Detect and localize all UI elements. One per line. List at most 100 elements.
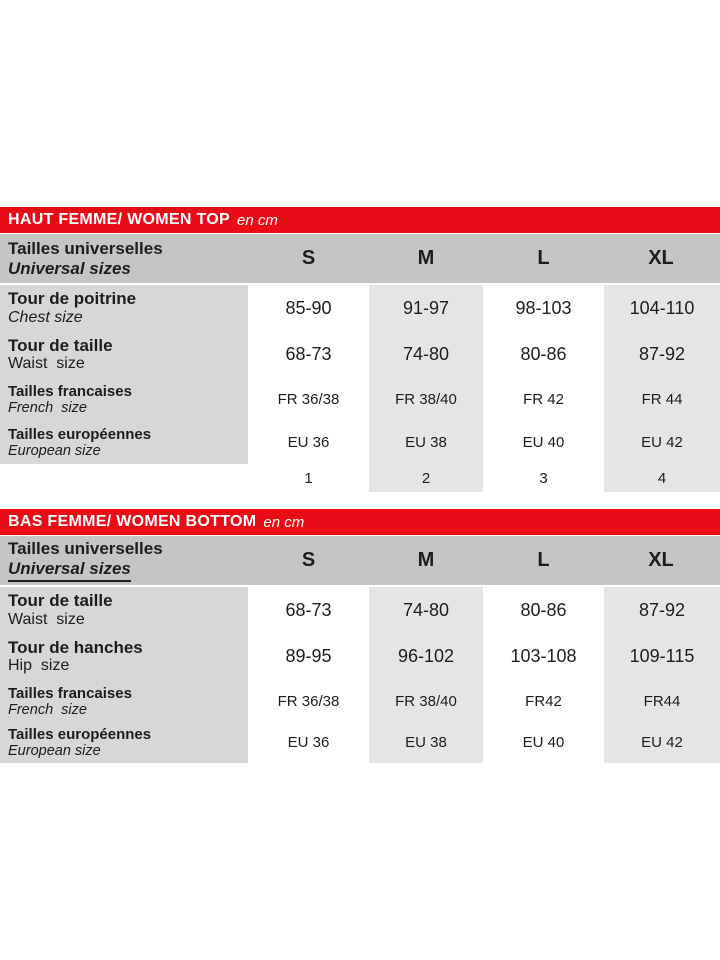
waist-size-row: Tour de taille Waist size 68-73 74-80 80…	[0, 331, 720, 378]
numeric-size-row: 1 2 3 4	[0, 464, 720, 492]
value-cell: FR42	[483, 680, 602, 723]
value-cell: 91-97	[365, 284, 485, 331]
size-chart-page: HAUT FEMME/ WOMEN TOP en cm Tailles univ…	[0, 207, 720, 763]
women-bottom-header-row: Tailles universelles Universal sizes S M…	[0, 536, 720, 587]
waist-size-row: Tour de taille Waist size 68-73 74-80 80…	[0, 586, 720, 633]
value-cell: 109-115	[600, 633, 720, 680]
women-bottom-unit-label: en cm	[263, 513, 305, 531]
value-cell: 1	[248, 464, 367, 492]
label-en: French size	[8, 701, 87, 718]
value-cell: EU 38	[365, 723, 485, 763]
label-en: Universal sizes	[8, 559, 131, 582]
value-cell: FR 38/40	[365, 378, 485, 421]
value-cell: EU 42	[600, 723, 720, 763]
value-cell: 74-80	[365, 586, 485, 633]
value-cell: 2	[365, 464, 485, 492]
european-size-row: Tailles européennes European size EU 36 …	[0, 723, 720, 763]
value-cell: EU 36	[248, 421, 367, 464]
row-label: Tailles européennes European size	[0, 723, 248, 763]
french-size-row: Tailles francaises French size FR 36/38 …	[0, 378, 720, 421]
column-header-l: L	[485, 536, 602, 587]
column-header-l: L	[485, 234, 602, 285]
value-cell: EU 38	[365, 421, 485, 464]
row-label: Tailles francaises French size	[0, 380, 248, 420]
value-cell: 96-102	[365, 633, 485, 680]
column-header-xl: XL	[602, 234, 720, 285]
value-cell: 98-103	[483, 284, 602, 331]
value-cell: 89-95	[248, 633, 367, 680]
value-cell: 104-110	[600, 284, 720, 331]
value-cell: FR 44	[600, 378, 720, 421]
label-en: Waist size	[8, 610, 85, 628]
european-size-row: Tailles européennes European size EU 36 …	[0, 421, 720, 464]
row-label-cell: Tour de taille Waist size	[0, 586, 250, 633]
value-cell: FR 38/40	[365, 680, 485, 723]
label-fr: Tailles francaises	[8, 382, 132, 400]
row-label-cell: Tour de taille Waist size	[0, 331, 250, 378]
women-bottom-size-table: Tailles universelles Universal sizes S M…	[0, 536, 720, 763]
universal-sizes-header: Tailles universelles Universal sizes	[0, 536, 250, 584]
label-fr: Tailles européennes	[8, 726, 152, 743]
women-bottom-title: BAS FEMME/ WOMEN BOTTOM	[8, 513, 257, 530]
women-top-size-table: Tailles universelles Universal sizes S M…	[0, 234, 720, 492]
label-en: Waist size	[8, 355, 85, 373]
value-cell: 87-92	[600, 586, 720, 633]
row-label-cell-empty	[0, 464, 250, 492]
value-cell: EU 40	[483, 421, 602, 464]
value-cell: FR44	[600, 680, 720, 723]
column-header-xl: XL	[602, 536, 720, 587]
label-en: Hip size	[8, 657, 70, 675]
value-cell: 80-86	[483, 331, 602, 378]
label-fr: Tour de poitrine	[8, 289, 137, 309]
chest-size-row: Tour de poitrine Chest size 85-90 91-97 …	[0, 284, 720, 331]
row-label-cell: Tour de poitrine Chest size	[0, 284, 250, 331]
column-header-m: M	[367, 234, 485, 285]
row-label-cell: Tour de hanches Hip size	[0, 633, 250, 680]
value-cell: 87-92	[600, 331, 720, 378]
value-cell: FR 36/38	[248, 378, 367, 421]
value-cell: 4	[600, 464, 720, 492]
french-size-row: Tailles francaises French size FR 36/38 …	[0, 680, 720, 723]
row-label: Tour de taille Waist size	[0, 588, 248, 632]
column-header-s: S	[250, 536, 367, 587]
row-label-cell: Tailles francaises French size	[0, 680, 250, 723]
women-top-section: HAUT FEMME/ WOMEN TOP en cm Tailles univ…	[0, 207, 720, 492]
value-cell: 85-90	[248, 284, 367, 331]
label-en: European size	[8, 743, 101, 760]
column-header-m: M	[367, 536, 485, 587]
label-fr: Tailles francaises	[8, 684, 132, 702]
women-top-title: HAUT FEMME/ WOMEN TOP	[8, 211, 230, 228]
women-bottom-section: BAS FEMME/ WOMEN BOTTOM en cm Tailles un…	[0, 509, 720, 763]
value-cell: EU 40	[483, 723, 602, 763]
label-fr: Tailles européennes	[8, 425, 152, 443]
row-label-cell: Tailles européennes European size	[0, 723, 250, 763]
women-bottom-title-bar: BAS FEMME/ WOMEN BOTTOM en cm	[0, 509, 720, 535]
row-label: Tailles francaises French size	[0, 682, 248, 722]
label-fr: Tour de taille	[8, 591, 113, 611]
value-cell: FR 42	[483, 378, 602, 421]
label-en: Chest size	[8, 308, 83, 326]
value-cell: 74-80	[365, 331, 485, 378]
label-en: European size	[8, 442, 101, 459]
universal-sizes-header-cell: Tailles universelles Universal sizes	[0, 234, 250, 285]
row-label-cell: Tailles francaises French size	[0, 378, 250, 421]
value-cell: 103-108	[483, 633, 602, 680]
value-cell: EU 42	[600, 421, 720, 464]
label-en: French size	[8, 399, 87, 416]
women-top-unit-label: en cm	[237, 211, 278, 229]
universal-sizes-header-cell: Tailles universelles Universal sizes	[0, 536, 250, 587]
universal-sizes-header: Tailles universelles Universal sizes	[0, 236, 250, 281]
label-fr: Tailles universelles	[8, 238, 163, 258]
value-cell: 68-73	[248, 586, 367, 633]
label-fr: Tour de taille	[8, 335, 113, 355]
value-cell: 68-73	[248, 331, 367, 378]
row-label-cell: Tailles européennes European size	[0, 421, 250, 464]
label-fr: Tour de hanches	[8, 637, 143, 657]
column-header-s: S	[250, 234, 367, 285]
label-fr: Tailles universelles	[8, 539, 163, 559]
row-label: Tour de poitrine Chest size	[0, 286, 248, 330]
women-top-title-bar: HAUT FEMME/ WOMEN TOP en cm	[0, 207, 720, 233]
value-cell: FR 36/38	[248, 680, 367, 723]
row-label: Tailles européennes European size	[0, 423, 248, 463]
value-cell: 80-86	[483, 586, 602, 633]
